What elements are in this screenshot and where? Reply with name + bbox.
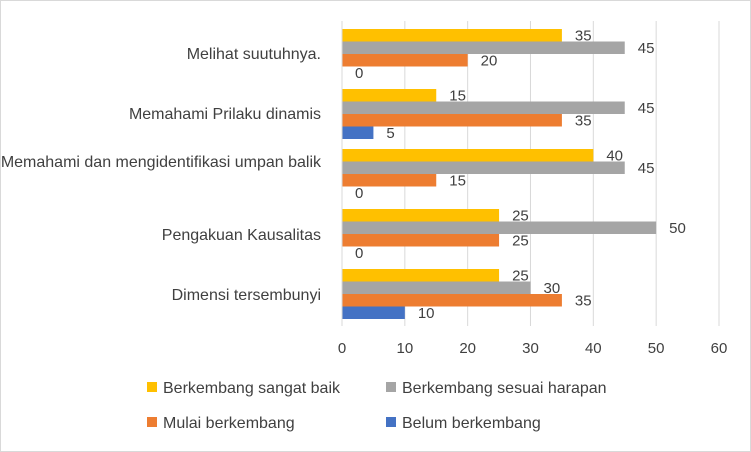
data-label-4-3: 10 — [418, 305, 435, 322]
data-label-3-2: 25 — [512, 232, 529, 249]
bar-4-2 — [342, 294, 562, 307]
bar-1-2 — [342, 114, 562, 127]
x-tick-label-0: 0 — [338, 340, 346, 357]
bar-4-0 — [342, 269, 500, 282]
data-label-4-0: 25 — [512, 267, 529, 284]
bar-3-0 — [342, 209, 500, 222]
legend-item-3: Belum berkembang — [386, 415, 541, 433]
legend-label-0: Berkembang sangat baik — [163, 380, 340, 397]
bar-2-2 — [342, 174, 437, 187]
legend-swatch-0 — [147, 382, 157, 392]
bar-3-2 — [342, 234, 500, 247]
data-label-0-1: 45 — [638, 40, 655, 57]
x-tick-label-1: 10 — [396, 340, 413, 357]
bar-0-2 — [342, 54, 468, 67]
data-label-1-2: 35 — [575, 112, 592, 129]
bar-4-1 — [342, 281, 531, 294]
category-label-2: Memahami dan mengidentifikasi umpan bali… — [0, 154, 321, 171]
data-label-2-3: 0 — [355, 185, 363, 202]
bar-0-0 — [342, 29, 562, 42]
legend-item-2: Mulai berkembang — [147, 415, 295, 433]
data-label-1-0: 15 — [449, 87, 466, 104]
x-tick-label-5: 50 — [648, 340, 665, 357]
data-label-3-3: 0 — [355, 245, 363, 262]
legend-swatch-3 — [386, 417, 396, 427]
data-label-0-2: 20 — [481, 52, 498, 69]
legend-swatch-1 — [386, 382, 396, 392]
data-label-1-1: 45 — [638, 100, 655, 117]
category-label-3: Pengakuan Kausalitas — [161, 227, 321, 244]
legend-item-1: Berkembang sesuai harapan — [386, 380, 607, 398]
bar-1-1 — [342, 101, 625, 114]
data-label-0-3: 0 — [355, 65, 363, 82]
bar-2-0 — [342, 149, 594, 162]
x-tick-label-6: 60 — [711, 340, 728, 357]
data-label-1-3: 5 — [386, 125, 394, 142]
x-tick-label-3: 30 — [522, 340, 539, 357]
legend-item-0: Berkembang sangat baik — [147, 380, 340, 398]
bar-1-3 — [342, 126, 374, 139]
category-label-1: Memahami Prilaku dinamis — [128, 106, 321, 123]
category-label-4: Dimensi tersembunyi — [171, 287, 321, 304]
bar-1-0 — [342, 89, 437, 102]
data-label-4-2: 35 — [575, 292, 592, 309]
x-tick-label-4: 40 — [585, 340, 602, 357]
data-label-2-2: 15 — [449, 172, 466, 189]
x-tick-label-2: 20 — [459, 340, 476, 357]
bar-0-1 — [342, 41, 625, 54]
data-label-4-1: 30 — [543, 280, 560, 297]
bar-4-3 — [342, 306, 405, 319]
legend-label-2: Mulai berkembang — [163, 415, 295, 432]
data-label-2-0: 40 — [606, 147, 623, 164]
legend-swatch-2 — [147, 417, 157, 427]
category-label-0: Melihat suutuhnya. — [186, 46, 321, 63]
legend-label-3: Belum berkembang — [402, 415, 541, 432]
bar-2-1 — [342, 161, 625, 174]
data-label-0-0: 35 — [575, 27, 592, 44]
data-label-3-1: 50 — [669, 220, 686, 237]
data-label-3-0: 25 — [512, 207, 529, 224]
bar-3-1 — [342, 221, 657, 234]
legend-label-1: Berkembang sesuai harapan — [402, 380, 607, 397]
data-label-2-1: 45 — [638, 160, 655, 177]
